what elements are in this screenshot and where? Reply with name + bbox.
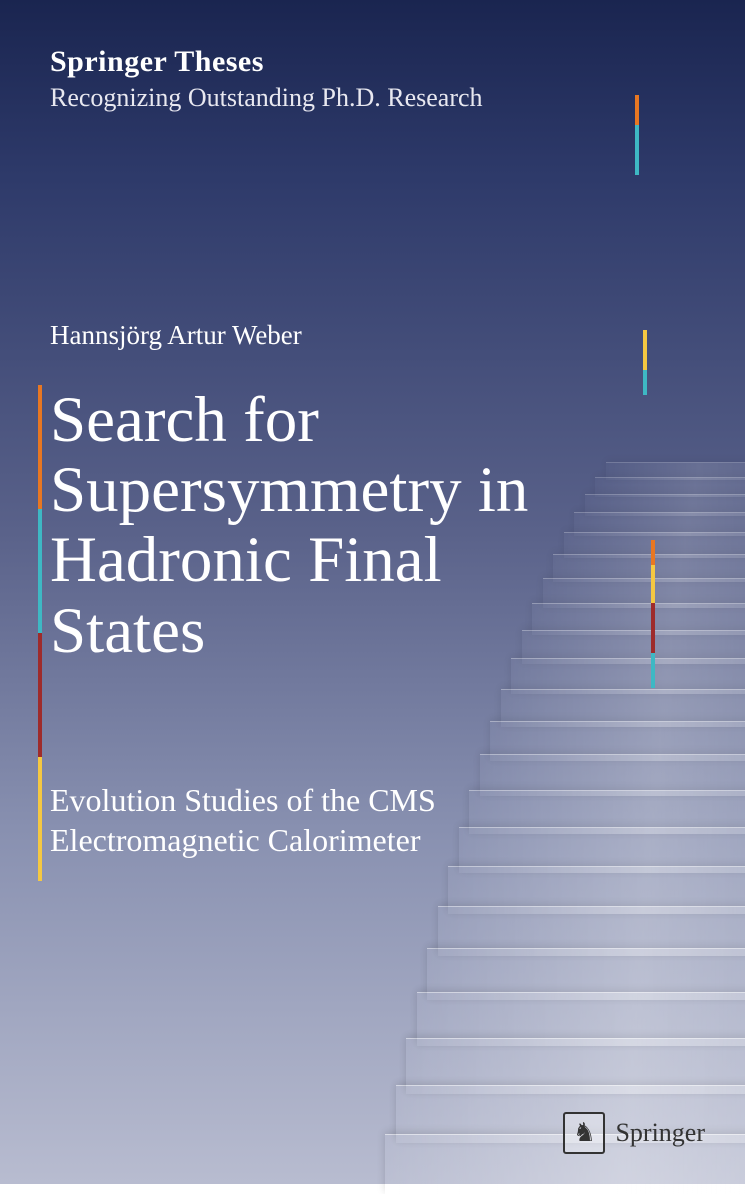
publisher-name: Springer bbox=[615, 1118, 705, 1148]
accent-bar-right bbox=[651, 540, 655, 688]
series-title: Springer Theses bbox=[50, 45, 625, 79]
publisher-logo-icon: ♞ bbox=[563, 1112, 605, 1154]
book-cover: Springer Theses Recognizing Outstanding … bbox=[0, 0, 745, 1184]
accent-bar-right bbox=[635, 95, 639, 175]
subtitle: Evolution Studies of the CMS Electromagn… bbox=[50, 780, 590, 860]
publisher-block: ♞ Springer bbox=[563, 1112, 705, 1154]
accent-bar-left bbox=[38, 385, 42, 881]
accent-bar-right bbox=[643, 330, 647, 395]
main-title: Search for Supersymmetry in Hadronic Fin… bbox=[50, 385, 610, 666]
series-block: Springer Theses Recognizing Outstanding … bbox=[50, 45, 625, 113]
series-subtitle: Recognizing Outstanding Ph.D. Research bbox=[50, 83, 625, 113]
horse-icon: ♞ bbox=[573, 1118, 596, 1148]
author-name: Hannsjörg Artur Weber bbox=[50, 320, 302, 351]
